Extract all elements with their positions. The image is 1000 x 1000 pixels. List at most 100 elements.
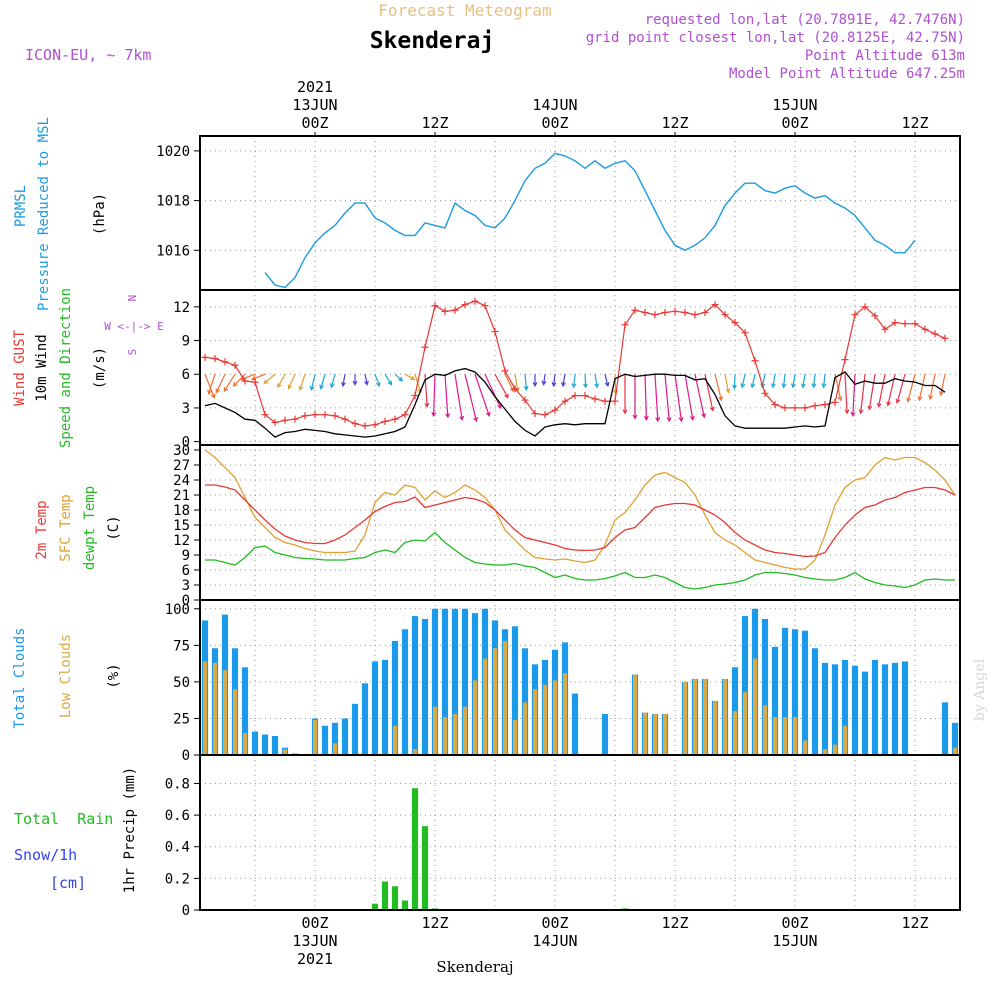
wind-vector-head xyxy=(850,411,856,418)
wind-vector-head xyxy=(770,383,776,389)
wind-vector-head xyxy=(329,383,335,389)
time-label-bottom: 00Z xyxy=(781,914,808,932)
time-label-top: 15JUN xyxy=(772,96,817,114)
gust-marker xyxy=(901,320,909,328)
wind-vector xyxy=(207,374,216,394)
wind-vector xyxy=(404,373,415,380)
wind-vector xyxy=(384,373,392,385)
time-label-top: 12Z xyxy=(901,114,928,132)
grid-point-coords: grid point closest lon,lat (20.8125E, 42… xyxy=(586,30,965,46)
precipitation-panel: 0 0.2 0.4 0.6 0.8 xyxy=(165,754,961,919)
gust-marker xyxy=(311,411,319,419)
low-cloud-bar xyxy=(453,714,457,755)
low-cloud-bar xyxy=(513,719,517,755)
total-cloud-bar xyxy=(801,630,809,755)
wind-vector-head xyxy=(387,380,393,386)
cloud-unit: (%) xyxy=(106,663,122,688)
low-cloud-bar xyxy=(463,706,467,755)
gust-marker xyxy=(881,325,889,333)
low-cloud-bar xyxy=(493,648,497,755)
gust-marker xyxy=(561,397,569,405)
gust-marker xyxy=(241,377,249,385)
wind-vector-head xyxy=(938,391,944,397)
temp-unit: (C) xyxy=(106,515,122,540)
wind-vector xyxy=(868,374,876,410)
total-cloud-bar xyxy=(741,616,749,755)
time-label-top: 12Z xyxy=(421,114,448,132)
gust-marker xyxy=(931,330,939,338)
wind-vector-head xyxy=(709,406,715,412)
wind-vector xyxy=(594,374,598,388)
total-cloud-bar xyxy=(371,661,379,755)
wind-vector xyxy=(330,374,336,388)
total-cloud-bar xyxy=(511,626,519,755)
total-cloud-bar xyxy=(891,662,899,755)
wind-vector xyxy=(822,374,826,388)
low-cloud-bar xyxy=(553,680,557,755)
pressure-label-prmsl: PRMSL xyxy=(13,185,29,227)
point-altitude: Point Altitude 613m xyxy=(805,48,965,64)
gust-marker xyxy=(721,311,729,319)
total-cloud-bar xyxy=(331,722,339,755)
total-cloud-bar xyxy=(521,648,529,755)
gust-marker xyxy=(581,392,589,400)
wind-vector xyxy=(233,373,246,387)
low-cloud-bar xyxy=(523,702,527,755)
gust-marker xyxy=(611,397,619,405)
wind-vector xyxy=(204,374,215,398)
y-tick-label: 0.6 xyxy=(165,808,190,824)
wind-vector xyxy=(263,373,276,384)
total-cloud-bar xyxy=(861,671,869,755)
y-tick-label: 9 xyxy=(182,548,190,564)
gust-marker xyxy=(571,392,579,400)
snow-label: Snow/1h xyxy=(14,846,77,864)
gust-marker xyxy=(201,353,209,361)
rain-bar xyxy=(371,903,379,910)
gust-marker xyxy=(351,420,359,428)
wind-vector-head xyxy=(504,393,509,399)
gust-marker xyxy=(321,411,329,419)
wind-vector xyxy=(802,374,806,388)
wind-vector-head xyxy=(837,396,843,402)
rain-bar xyxy=(411,788,419,910)
wind-vector xyxy=(364,374,368,385)
gust-marker xyxy=(431,302,439,310)
y-tick-label: 9 xyxy=(182,334,190,350)
temperature-panel-labels: 2m Temp SFC Temp dewpt Temp (C) xyxy=(34,486,122,570)
wind-vector xyxy=(223,373,236,392)
gust-marker xyxy=(261,411,269,419)
wind-vector xyxy=(562,374,566,387)
low-cloud-bar xyxy=(243,733,247,755)
wind-vector xyxy=(320,374,326,389)
wind-vector-head xyxy=(232,381,238,387)
low-cloud-bar xyxy=(693,678,697,755)
time-label-bottom: 12Z xyxy=(901,914,928,932)
low-cloud-bar xyxy=(533,689,537,755)
wind-vector xyxy=(694,374,705,418)
time-label-bottom: 00Z xyxy=(541,914,568,932)
y-tick-label: 15 xyxy=(173,518,190,534)
gust-marker xyxy=(671,307,679,315)
gust-marker xyxy=(511,385,519,393)
wind-vector-head xyxy=(287,384,293,390)
gust-marker xyxy=(371,421,379,429)
wind-vector xyxy=(474,374,490,417)
low-cloud-bar xyxy=(753,658,757,755)
wind-vector-head xyxy=(781,383,787,389)
gust-marker xyxy=(601,397,609,405)
wind-vector-head xyxy=(223,387,229,393)
wind-vector-head xyxy=(459,415,465,421)
time-label-bottom: 12Z xyxy=(661,914,688,932)
gust-marker xyxy=(391,415,399,423)
wind-gust-label: Wind GUST xyxy=(12,330,28,406)
dewpoint-line xyxy=(205,531,955,590)
wind-vector-head xyxy=(571,383,577,389)
wind-vector-head xyxy=(445,413,451,419)
low-cloud-bar xyxy=(723,678,727,755)
total-cloud-bar xyxy=(831,664,839,755)
y-tick-label: 3 xyxy=(182,401,190,417)
temp-dew-label: dewpt Temp xyxy=(82,486,98,570)
pressure-panel-labels: PRMSL Pressure Reduced to MSL (hPa) xyxy=(13,117,108,311)
wind-vector xyxy=(860,374,866,414)
